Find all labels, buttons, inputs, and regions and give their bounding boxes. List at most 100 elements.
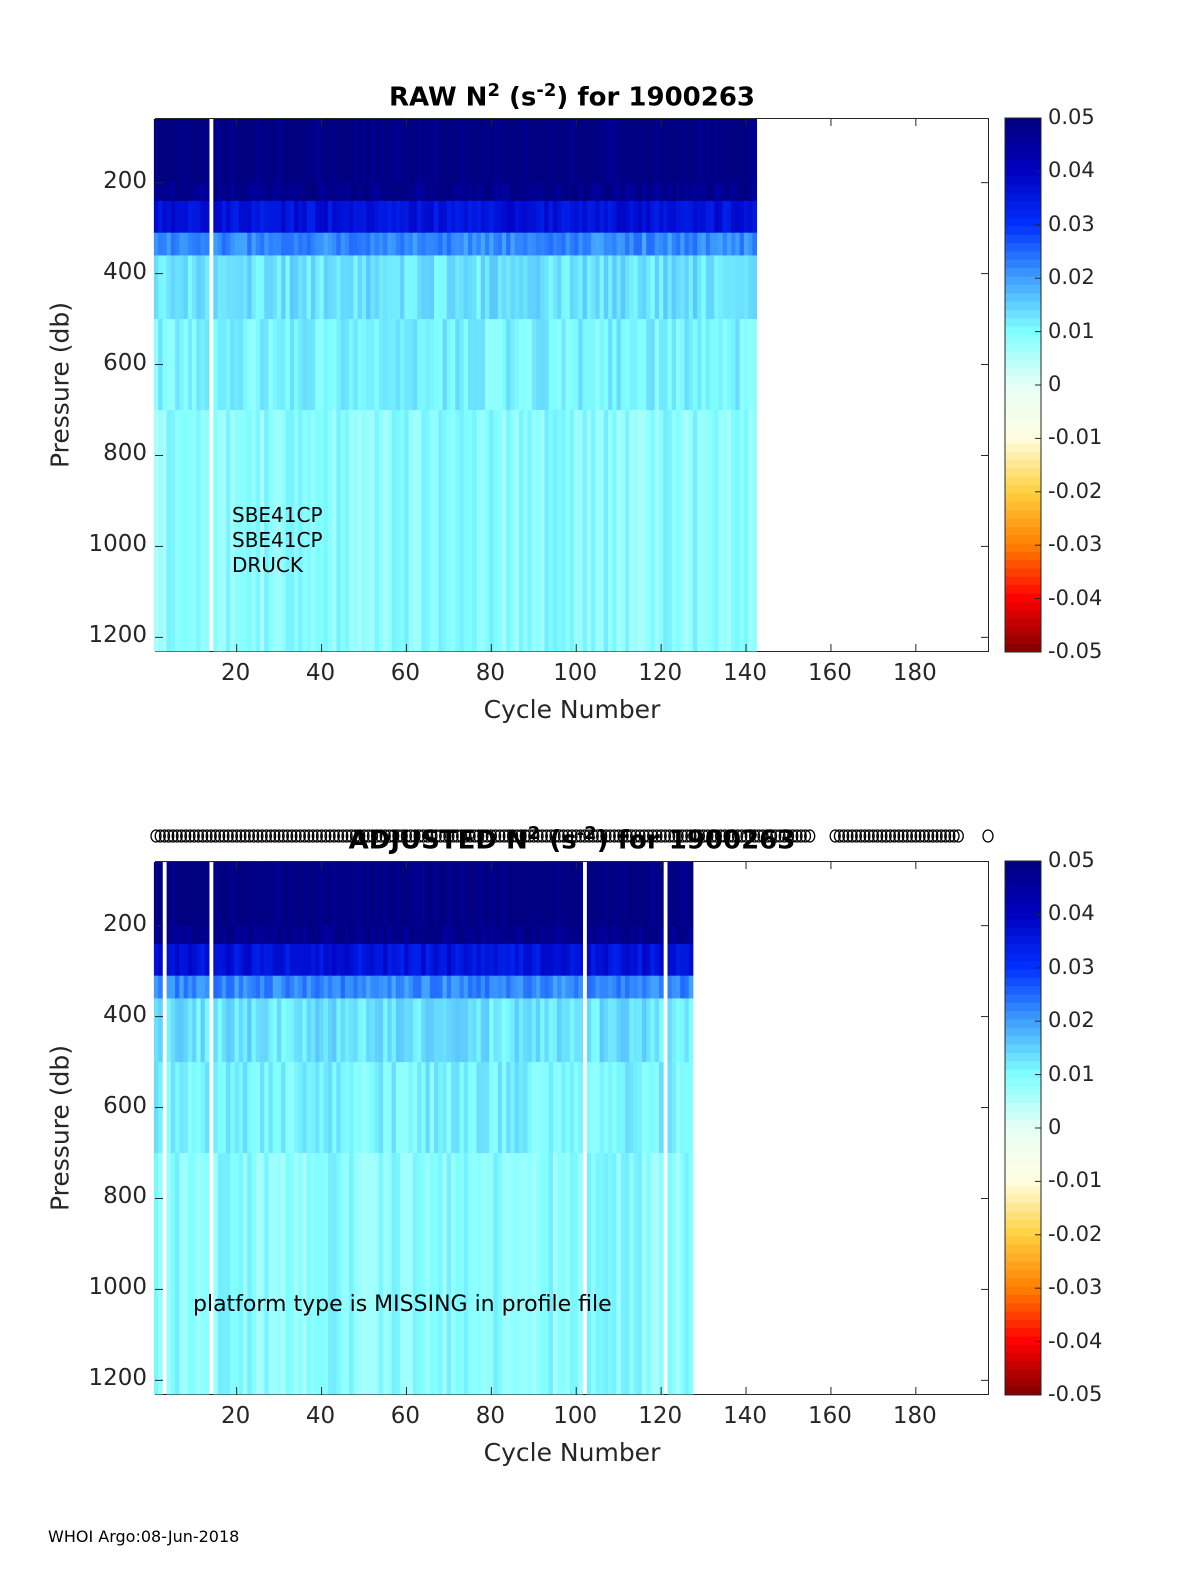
heat-cell — [578, 232, 584, 256]
heat-cell — [378, 200, 384, 234]
cycle-marker — [481, 829, 493, 843]
heat-cell — [395, 410, 401, 652]
heat-cell — [633, 410, 639, 652]
heat-cell — [688, 410, 694, 652]
heat-cell — [315, 925, 320, 945]
heat-cell — [260, 1153, 265, 1395]
heat-cell — [332, 1062, 337, 1154]
heat-cell — [442, 319, 448, 411]
cycle-marker — [324, 829, 336, 843]
heat-cell — [268, 998, 274, 1063]
heat-cell — [451, 925, 456, 945]
heat-cell — [463, 925, 469, 945]
heat-cell — [306, 925, 312, 945]
heat-cell — [404, 1153, 409, 1395]
heat-cell — [654, 943, 660, 977]
heat-cell — [366, 1153, 371, 1395]
heat-cell — [739, 232, 745, 256]
heat-cell — [714, 255, 719, 320]
heat-cell — [175, 232, 180, 256]
heat-cell — [175, 943, 180, 977]
heat-cell — [569, 1062, 575, 1154]
heat-cell — [264, 975, 269, 999]
heat-cell — [200, 998, 206, 1063]
heat-cell — [544, 182, 550, 202]
heat-cell — [718, 200, 724, 234]
heat-cell — [684, 1062, 690, 1154]
heat-cell — [552, 925, 558, 945]
heat-cell — [646, 410, 651, 652]
heat-cell — [417, 319, 422, 411]
heat-cell — [404, 925, 409, 945]
heat-cell — [463, 119, 469, 184]
cycle-marker — [905, 829, 918, 843]
heat-cell — [264, 1062, 269, 1154]
heat-cell — [217, 255, 223, 320]
heat-cell — [557, 925, 562, 945]
heat-cell — [455, 862, 460, 927]
heat-cell — [654, 319, 660, 411]
heat-cell — [340, 200, 346, 234]
heat-cell — [162, 255, 168, 320]
heat-cell — [226, 925, 231, 945]
heat-cell — [489, 410, 494, 652]
colorbar-segment — [1005, 1194, 1041, 1204]
heat-cell — [425, 1153, 431, 1395]
cycle-marker — [214, 829, 226, 843]
heat-cell — [285, 119, 291, 184]
heat-cell — [361, 119, 367, 184]
heat-cell — [285, 998, 291, 1063]
platform-annotation: platform type is MISSING in profile file — [193, 1292, 612, 1317]
heat-cell — [319, 975, 325, 999]
heat-cell — [400, 255, 405, 320]
heat-cell — [344, 1153, 350, 1395]
heat-cell — [680, 182, 685, 202]
heat-cell — [586, 410, 592, 652]
heat-cell — [463, 943, 469, 977]
heat-cell — [238, 862, 244, 927]
heat-cell — [170, 182, 176, 202]
heat-cell — [221, 862, 227, 927]
heat-cell — [451, 255, 456, 320]
heat-cell — [535, 232, 541, 256]
heat-cell — [243, 200, 248, 234]
cycle-marker — [604, 829, 616, 843]
heat-cell — [400, 232, 405, 256]
heat-cell — [251, 200, 257, 234]
heat-cell — [200, 255, 206, 320]
heat-cell — [238, 200, 244, 234]
heat-cell — [289, 998, 295, 1063]
heat-cell — [332, 200, 337, 234]
heat-cell — [659, 1062, 664, 1154]
heat-cell — [650, 943, 656, 977]
colorbar-segment — [1005, 476, 1041, 486]
heat-cell — [476, 232, 482, 256]
heat-cell — [255, 119, 261, 184]
cycle-marker — [528, 829, 540, 843]
heat-cell — [417, 255, 422, 320]
heat-cell — [230, 925, 235, 945]
heat-cell — [497, 200, 503, 234]
heat-cell — [230, 119, 235, 184]
heat-cell — [548, 1153, 554, 1395]
heat-cell — [421, 862, 426, 927]
heat-cell — [493, 319, 499, 411]
heat-cell — [336, 319, 342, 411]
heat-cell — [459, 925, 465, 945]
heat-cell — [353, 943, 359, 977]
heat-cell — [578, 925, 584, 945]
heat-cell — [667, 943, 673, 977]
heat-cell — [565, 200, 571, 234]
heat-cell — [684, 925, 690, 945]
heat-cell — [425, 255, 431, 320]
heat-cell — [620, 182, 626, 202]
heat-cell — [493, 255, 499, 320]
cycle-marker — [952, 829, 964, 843]
heat-cell — [676, 862, 681, 927]
colorbar-segment — [1005, 1319, 1041, 1329]
heat-cell — [718, 410, 724, 652]
colorbar-segment — [1005, 276, 1041, 286]
heat-cell — [506, 1062, 511, 1154]
heat-cell — [480, 232, 486, 256]
heat-cell — [535, 862, 541, 927]
